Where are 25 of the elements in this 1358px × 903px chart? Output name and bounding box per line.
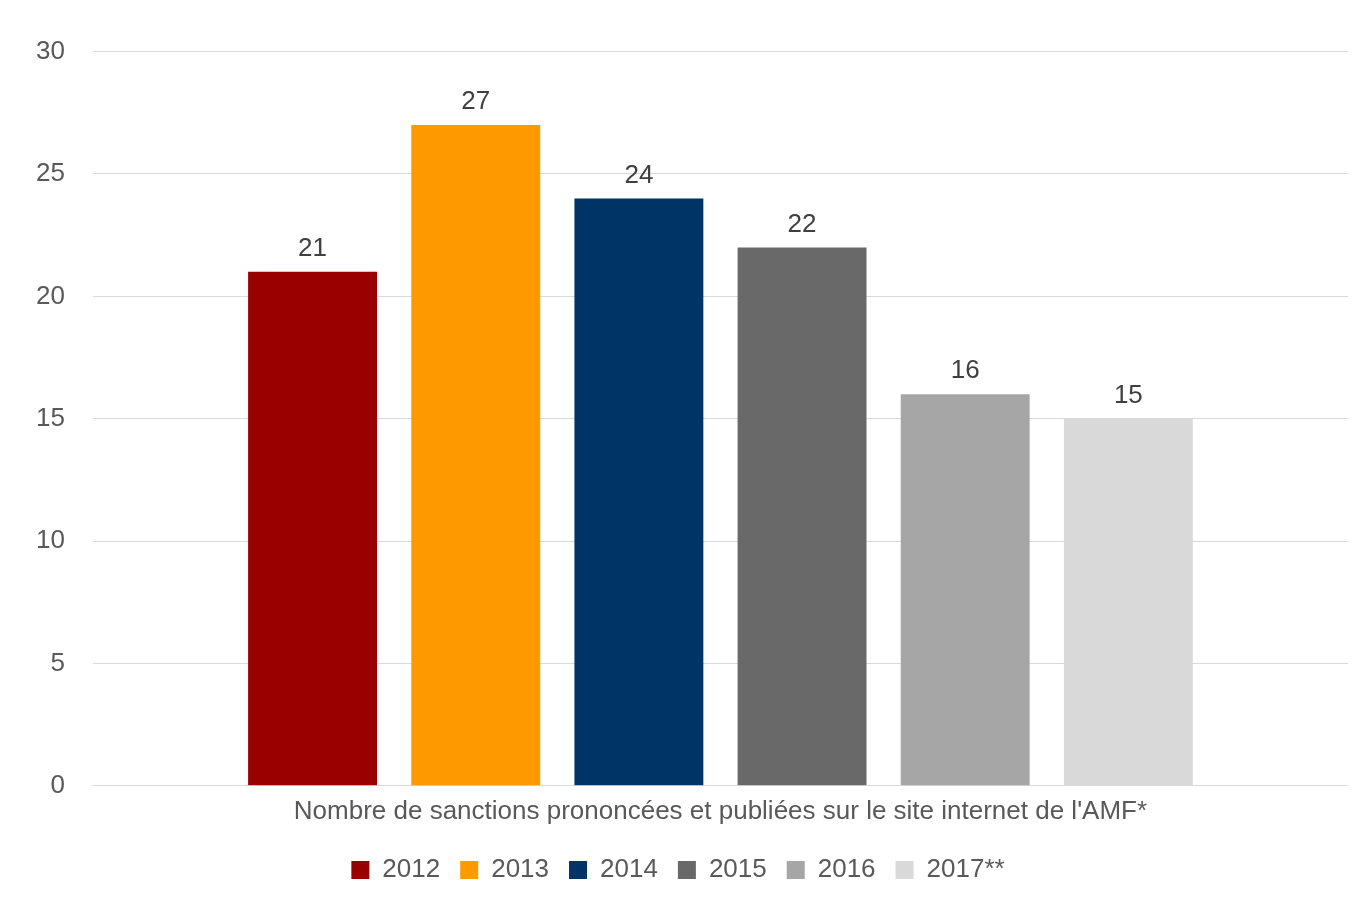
bar bbox=[574, 198, 704, 786]
bar bbox=[737, 247, 867, 786]
x-tick-label: Nombre de sanctions prononcées et publiées sur le site internet de l'AMF* bbox=[293, 794, 1148, 825]
legend-label: 2014 bbox=[600, 853, 658, 884]
y-tick-label: 25 bbox=[36, 157, 65, 188]
data-label: 22 bbox=[787, 207, 817, 238]
legend-label: 2012 bbox=[382, 853, 441, 884]
bar bbox=[900, 394, 1030, 786]
data-label: 21 bbox=[298, 232, 328, 263]
y-tick-label: 20 bbox=[36, 279, 65, 310]
legend-label: 2015 bbox=[708, 853, 767, 884]
bar bbox=[411, 125, 541, 786]
y-tick-label: 10 bbox=[36, 524, 65, 555]
y-tick-label: 5 bbox=[50, 646, 65, 677]
y-tick-label: 15 bbox=[36, 401, 65, 432]
legend-label: 2013 bbox=[491, 853, 550, 884]
data-label: 16 bbox=[950, 354, 980, 385]
y-tick-label: 30 bbox=[36, 34, 65, 65]
data-label: 24 bbox=[624, 158, 654, 189]
data-label: 15 bbox=[1113, 378, 1143, 409]
bar bbox=[248, 271, 378, 786]
data-label: 27 bbox=[461, 85, 491, 116]
legend-label: 2016 bbox=[817, 853, 876, 884]
y-tick-label: 0 bbox=[50, 768, 65, 799]
legend-label: 2017** bbox=[926, 853, 1005, 884]
